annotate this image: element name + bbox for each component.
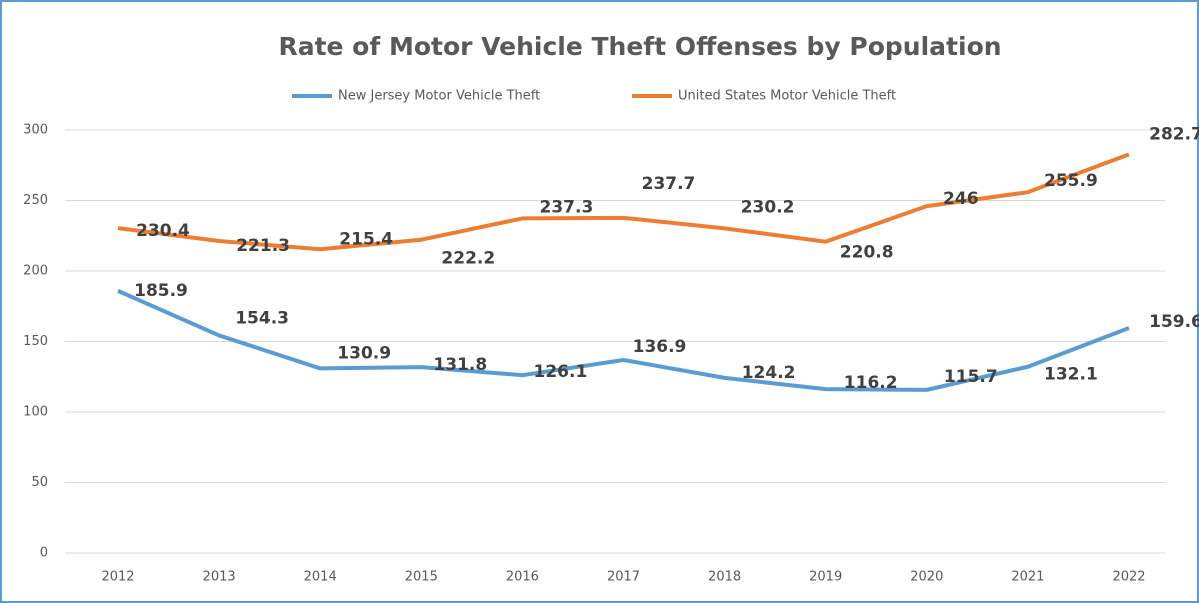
data-label: 221.3 (236, 236, 290, 256)
data-label: 282.7 (1149, 124, 1199, 144)
legend-label: New Jersey Motor Vehicle Theft (338, 89, 540, 104)
data-label: 115.7 (944, 367, 998, 387)
data-label: 126.1 (534, 362, 588, 382)
data-label: 230.2 (741, 197, 795, 217)
data-label: 116.2 (844, 373, 898, 393)
x-tick-label: 2013 (203, 570, 236, 585)
y-tick-label: 250 (23, 193, 48, 208)
x-tick-label: 2012 (101, 570, 134, 585)
x-tick-label: 2022 (1112, 570, 1145, 585)
x-tick-label: 2014 (304, 570, 337, 585)
x-tick-label: 2019 (809, 570, 842, 585)
data-label: 159.6 (1149, 312, 1199, 332)
x-tick-label: 2015 (405, 570, 438, 585)
data-label: 136.9 (633, 337, 687, 357)
x-tick-label: 2021 (1011, 570, 1044, 585)
x-tick-label: 2017 (607, 570, 640, 585)
y-tick-label: 50 (31, 475, 48, 490)
x-tick-label: 2018 (708, 570, 741, 585)
data-label: 237.3 (540, 197, 594, 217)
data-label: 124.2 (742, 363, 796, 383)
data-label: 220.8 (840, 243, 894, 263)
y-tick-label: 150 (23, 334, 48, 349)
y-tick-label: 0 (40, 546, 48, 561)
y-tick-label: 200 (23, 264, 48, 279)
x-tick-label: 2016 (506, 570, 539, 585)
y-tick-label: 300 (23, 123, 48, 138)
data-label: 131.8 (433, 355, 487, 375)
data-label: 255.9 (1044, 171, 1098, 191)
data-label: 130.9 (337, 343, 391, 363)
x-tick-label: 2020 (910, 570, 943, 585)
data-label: 246 (943, 189, 979, 209)
series-line (117, 289, 1130, 392)
series-line (117, 152, 1130, 252)
data-label: 237.7 (642, 174, 696, 194)
chart-title: Rate of Motor Vehicle Theft Offenses by … (278, 32, 1001, 61)
data-label: 132.1 (1044, 365, 1098, 385)
data-label: 154.3 (235, 308, 289, 328)
data-label: 185.9 (134, 281, 188, 301)
data-label: 230.4 (136, 221, 190, 241)
data-label: 215.4 (339, 229, 393, 249)
data-label: 222.2 (441, 249, 495, 269)
y-tick-label: 100 (23, 405, 48, 420)
legend-label: United States Motor Vehicle Theft (678, 89, 896, 104)
